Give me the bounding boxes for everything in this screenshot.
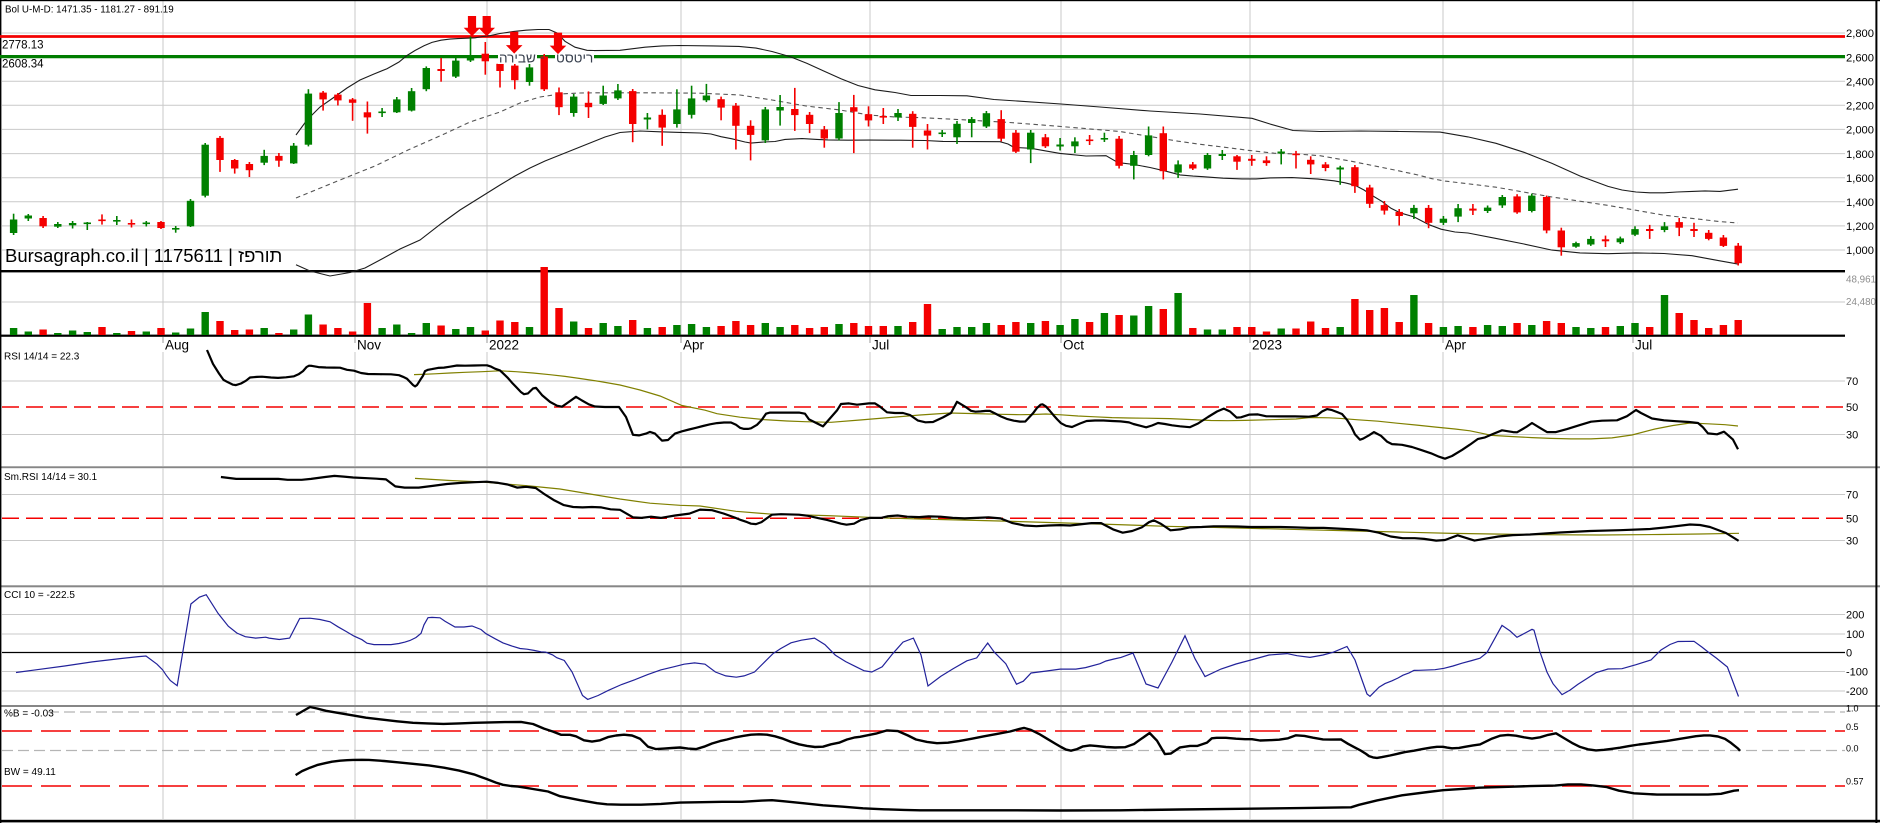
svg-text:1.0: 1.0 <box>1846 704 1859 714</box>
svg-text:2608.34: 2608.34 <box>2 59 44 71</box>
svg-text:-200: -200 <box>1846 686 1868 698</box>
svg-text:Sm.RSI 14/14 = 30.1: Sm.RSI 14/14 = 30.1 <box>4 472 98 483</box>
svg-text:2,800: 2,800 <box>1846 28 1874 40</box>
svg-text:100: 100 <box>1846 629 1864 641</box>
svg-text:30: 30 <box>1846 536 1858 548</box>
svg-text:200: 200 <box>1846 610 1864 622</box>
svg-text:0: 0 <box>1846 648 1852 660</box>
svg-text:2,000: 2,000 <box>1846 125 1874 137</box>
svg-text:Oct: Oct <box>1063 338 1084 353</box>
svg-text:0.0: 0.0 <box>1846 744 1859 754</box>
svg-text:Apr: Apr <box>683 338 705 353</box>
svg-text:RSI 14/14 = 22.3: RSI 14/14 = 22.3 <box>4 352 80 363</box>
svg-text:1,400: 1,400 <box>1846 197 1874 209</box>
svg-text:-100: -100 <box>1846 667 1868 679</box>
svg-text:2778.13: 2778.13 <box>2 40 44 52</box>
svg-text:30: 30 <box>1846 430 1858 442</box>
svg-text:0.5: 0.5 <box>1846 722 1859 732</box>
svg-text:שבירה: שבירה <box>499 51 536 66</box>
svg-text:Aug: Aug <box>165 338 189 353</box>
svg-text:70: 70 <box>1846 490 1858 502</box>
svg-text:Jul: Jul <box>872 338 889 353</box>
svg-text:48,961: 48,961 <box>1846 275 1876 286</box>
svg-text:%B = -0.03: %B = -0.03 <box>4 709 54 720</box>
svg-text:0.57: 0.57 <box>1846 777 1864 787</box>
svg-text:-: - <box>540 50 544 65</box>
svg-text:2,200: 2,200 <box>1846 101 1874 113</box>
svg-text:1,200: 1,200 <box>1846 221 1874 233</box>
svg-text:1,600: 1,600 <box>1846 173 1874 185</box>
svg-text:2023: 2023 <box>1252 338 1282 353</box>
svg-text:Nov: Nov <box>357 338 381 353</box>
svg-text:24,480: 24,480 <box>1846 297 1877 308</box>
svg-text:70: 70 <box>1846 376 1858 388</box>
svg-text:50: 50 <box>1846 402 1858 414</box>
svg-text:2,600: 2,600 <box>1846 52 1874 64</box>
svg-text:50: 50 <box>1846 513 1858 525</box>
svg-text:BW = 49.11: BW = 49.11 <box>4 767 56 778</box>
svg-text:Apr: Apr <box>1445 338 1467 353</box>
svg-text:CCI 10 = -222.5: CCI 10 = -222.5 <box>4 590 75 601</box>
svg-text:Bursagraph.co.il | 1175611 | ת: Bursagraph.co.il | 1175611 | תורפז <box>5 245 282 266</box>
svg-text:Jul: Jul <box>1635 338 1652 353</box>
svg-text:ריטסט: ריטסט <box>556 51 593 66</box>
svg-text:2022: 2022 <box>489 338 519 353</box>
svg-text:Bol U-M-D: 1471.35 - 1181.27 -: Bol U-M-D: 1471.35 - 1181.27 - 891.19 <box>5 5 174 16</box>
svg-text:1,800: 1,800 <box>1846 149 1874 161</box>
svg-text:1,000: 1,000 <box>1846 245 1874 257</box>
svg-text:2,400: 2,400 <box>1846 76 1874 88</box>
